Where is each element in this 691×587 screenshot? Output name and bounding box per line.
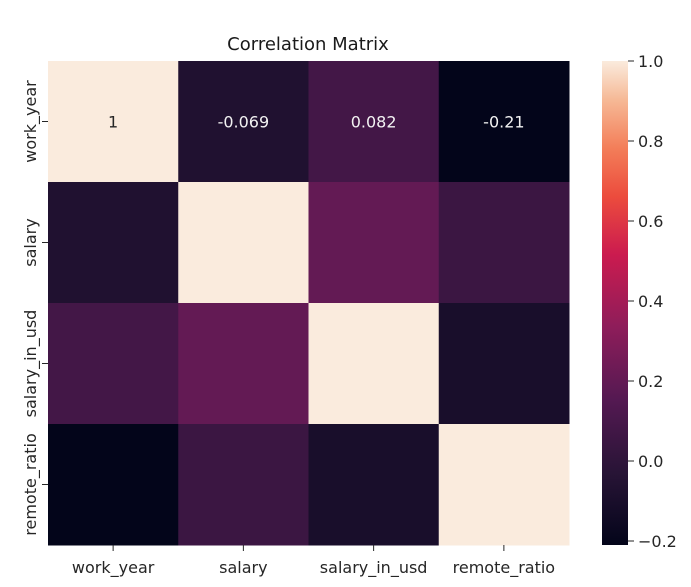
heatmap-cell-salary_in_usd-work_year	[48, 303, 179, 425]
colorbar: −0.2 0.0 0.2 0.4 0.6 0.8 1.0	[602, 52, 677, 551]
x-tick-label: work_year	[72, 558, 155, 578]
y-tick-label: salary_in_usd	[21, 310, 41, 418]
colorbar-tick-label: 0.4	[638, 292, 663, 311]
heatmap-cell-salary-salary	[178, 182, 309, 304]
heatmap-cell-remote_ratio-salary_in_usd	[308, 424, 440, 546]
y-tick-label: salary	[21, 218, 40, 266]
heatmap-cells	[48, 61, 570, 546]
heatmap-cell-remote_ratio-work_year	[48, 424, 179, 546]
heatmap-cell-work_year-remote_ratio	[438, 61, 570, 183]
cell-annotation: -0.069	[218, 113, 270, 132]
x-tick-label: salary	[219, 558, 267, 577]
cell-annotation: 1	[108, 113, 118, 132]
x-tick-label: salary_in_usd	[320, 558, 428, 578]
heatmap-cell-work_year-salary_in_usd	[308, 61, 440, 183]
heatmap-cell-salary-work_year	[48, 182, 179, 304]
heatmap-cell-work_year-salary	[178, 61, 309, 183]
cell-annotation: -0.21	[483, 113, 524, 132]
colorbar-gradient	[602, 61, 628, 545]
heatmap-annotations: 1 -0.069 0.082 -0.21	[108, 113, 525, 132]
colorbar-tick-label: 1.0	[638, 52, 663, 71]
cell-annotation: 0.082	[351, 113, 397, 132]
colorbar-tick-label: −0.2	[638, 532, 677, 551]
heatmap-cell-salary-salary_in_usd	[308, 182, 440, 304]
heatmap-cell-remote_ratio-salary	[178, 424, 309, 546]
heatmap-cell-remote_ratio-remote_ratio	[438, 424, 570, 546]
x-axis: work_year salary salary_in_usd remote_ratio	[72, 545, 555, 578]
heatmap-cell-salary_in_usd-salary	[178, 303, 309, 425]
colorbar-tick-label: 0.2	[638, 372, 663, 391]
y-tick-label: work_year	[21, 80, 41, 163]
heatmap-cell-work_year-work_year	[48, 61, 179, 183]
x-tick-label: remote_ratio	[453, 558, 555, 578]
colorbar-tick-label: 0.8	[638, 132, 663, 151]
heatmap-cell-salary-remote_ratio	[438, 182, 570, 304]
y-tick-label: remote_ratio	[21, 433, 41, 535]
colorbar-tick-label: 0.6	[638, 212, 663, 231]
heatmap-cell-salary_in_usd-salary_in_usd	[308, 303, 440, 425]
chart-title: Correlation Matrix	[227, 34, 389, 55]
colorbar-tick-label: 0.0	[638, 452, 663, 471]
heatmap-cell-salary_in_usd-remote_ratio	[438, 303, 570, 425]
